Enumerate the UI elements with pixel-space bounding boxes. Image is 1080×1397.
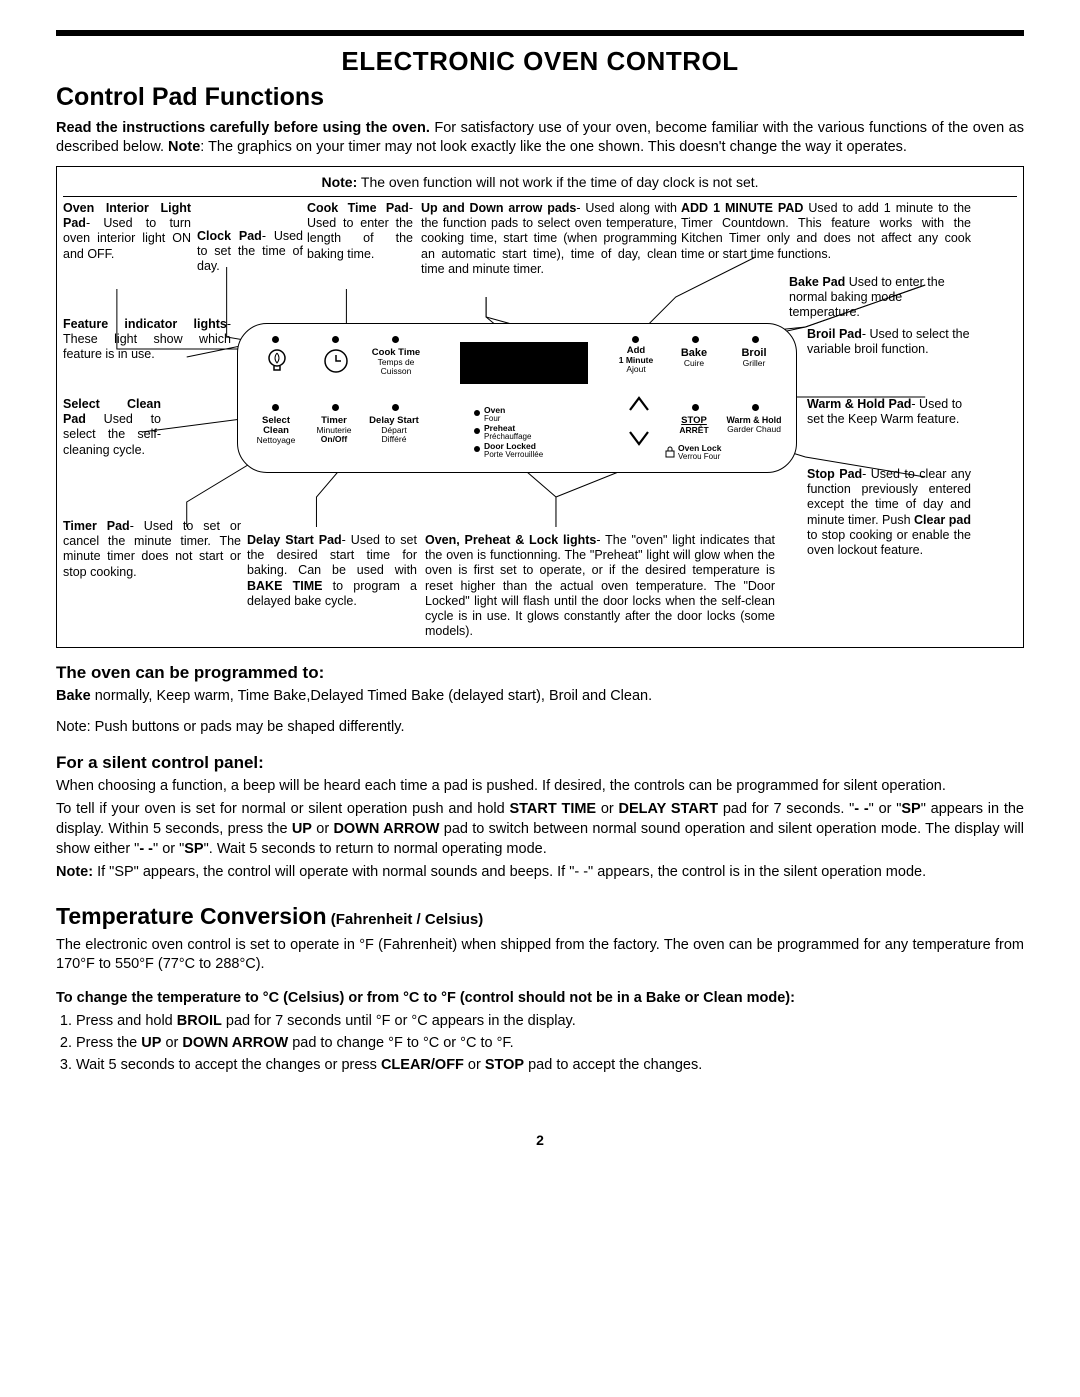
temp-step: Press and hold BROIL pad for 7 seconds u… [76, 1012, 1024, 1032]
intro-paragraph: Read the instructions carefully before u… [56, 119, 1024, 158]
indicator-dot [272, 336, 279, 343]
callout-add1: ADD 1 MINUTE PAD Used to add 1 minute to… [681, 201, 971, 262]
top-rule [56, 30, 1024, 36]
heading-sub: Control Pad Functions [56, 81, 1024, 115]
panel-inner: Oven Interior Light Pad- Used to turn ov… [57, 197, 1023, 647]
indicator-dot [692, 404, 699, 411]
display-screen [460, 342, 588, 384]
callout-oven-lights: Oven, Preheat & Lock lights- The "oven" … [425, 533, 775, 640]
status-ovenlock: Oven LockVerrou Four [678, 444, 721, 462]
indicator-dot [392, 336, 399, 343]
callout-cooktime: Cook Time Pad- Used to enter the length … [307, 201, 413, 262]
callout-broil: Broil Pad- Used to select the variable b… [807, 327, 971, 358]
callout-light: Oven Interior Light Pad- Used to turn ov… [63, 201, 191, 262]
silent-p1: When choosing a function, a beep will be… [56, 777, 1024, 797]
control-panel-graphic: Cook TimeTemps deCuisson Add1 MinuteAjou… [237, 323, 797, 473]
intro-lead: Read the instructions carefully before u… [56, 120, 430, 136]
callout-bake: Bake Pad Used to enter the normal baking… [789, 275, 971, 321]
indicator-dot [752, 404, 759, 411]
silent-note: Note: If "SP" appears, the control will … [56, 863, 1024, 883]
arrow-up-icon [626, 394, 652, 414]
callout-feature-lights: Feature indicator lights- These light sh… [63, 317, 231, 363]
callout-timer: Timer Pad- Used to set or cancel the min… [63, 519, 241, 580]
pad-select-clean: Select CleanNettoyage [248, 416, 304, 445]
page-number: 2 [56, 1131, 1024, 1150]
status-preheat: PreheatPréchauffage [484, 424, 531, 442]
arrow-down-icon [626, 428, 652, 448]
temp-step: Press the UP or DOWN ARROW pad to change… [76, 1034, 1024, 1054]
temp-steps: Press and hold BROIL pad for 7 seconds u… [76, 1012, 1024, 1075]
status-oven: OvenFour [484, 406, 505, 424]
callout-clock: Clock Pad- Used to set the time of day. [197, 229, 303, 275]
indicator-dot [632, 336, 639, 343]
callout-warmhold: Warm & Hold Pad- Used to set the Keep Wa… [807, 397, 971, 428]
note-buttons: Note: Push buttons or pads may be shaped… [56, 718, 1024, 738]
heading-temp-conv: Temperature Conversion (Fahrenheit / Cel… [56, 901, 1024, 932]
page: ELECTRONIC OVEN CONTROL Control Pad Func… [0, 0, 1080, 1180]
pad-warmhold: Warm & HoldGarder Chaud [722, 416, 786, 434]
heading-programmed: The oven can be programmed to: [56, 662, 1024, 685]
callout-select-clean: Select Clean Pad Used to select the self… [63, 397, 161, 458]
lock-icon [664, 446, 676, 458]
indicator-dot [332, 404, 339, 411]
status-doorlock: Door LockedPorte Verrouillée [484, 442, 543, 460]
heading-main: ELECTRONIC OVEN CONTROL [56, 44, 1024, 79]
temp-change-heading: To change the temperature to °C (Celsius… [56, 989, 1024, 1009]
callout-stop: Stop Pad- Used to clear any function pre… [807, 467, 971, 559]
callout-delay: Delay Start Pad- Used to set the desired… [247, 533, 417, 609]
temp-step: Wait 5 seconds to accept the changes or … [76, 1056, 1024, 1076]
programmed-body: Bake normally, Keep warm, Time Bake,Dela… [56, 687, 1024, 707]
temp-p1: The electronic oven control is set to op… [56, 936, 1024, 975]
pad-broil: BroilGriller [734, 348, 774, 368]
pad-timer: TimerMinuterieOn/Off [312, 416, 356, 444]
panel-note: Note: The oven function will not work if… [63, 171, 1017, 197]
pad-bake: BakeCuire [674, 348, 714, 368]
light-bulb-icon [266, 348, 288, 376]
status-dot [474, 446, 480, 452]
heading-silent: For a silent control panel: [56, 752, 1024, 775]
callout-arrows: Up and Down arrow pads- Used along with … [421, 201, 677, 277]
pad-add1min: Add1 MinuteAjout [612, 346, 660, 374]
indicator-dot [272, 404, 279, 411]
indicator-dot [332, 336, 339, 343]
control-panel-box: Note: The oven function will not work if… [56, 166, 1024, 648]
indicator-dot [692, 336, 699, 343]
pad-cooktime: Cook TimeTemps deCuisson [370, 348, 422, 376]
indicator-dot [392, 404, 399, 411]
status-dot [474, 410, 480, 416]
status-dot [474, 428, 480, 434]
pad-delay: Delay StartDépartDifféré [368, 416, 420, 444]
indicator-dot [752, 336, 759, 343]
clock-icon [323, 348, 349, 374]
silent-p2: To tell if your oven is set for normal o… [56, 800, 1024, 859]
pad-stop: STOPARRÊT [674, 416, 714, 435]
